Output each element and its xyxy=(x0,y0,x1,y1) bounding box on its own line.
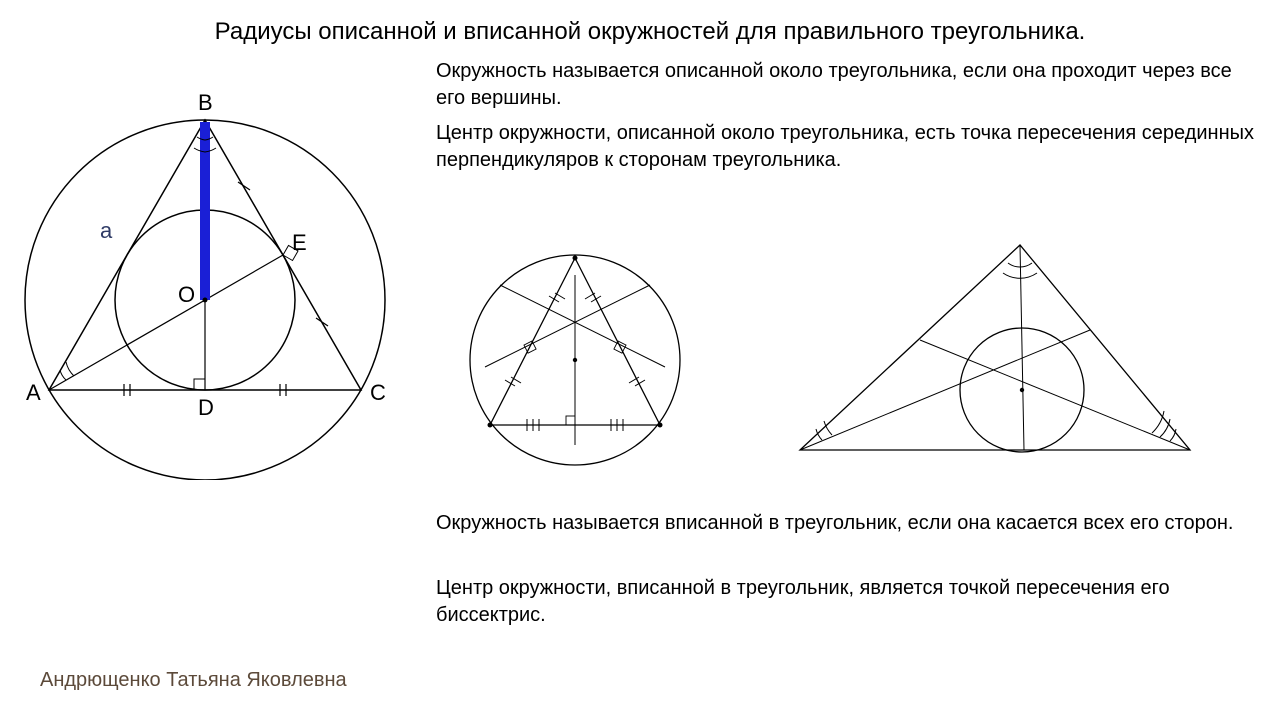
main-diagram: A B C D O E а xyxy=(0,60,420,480)
circumscribed-diagram xyxy=(445,230,705,490)
label-O: O xyxy=(178,282,195,307)
label-D: D xyxy=(198,395,214,420)
paragraph-circumscribed-center: Центр окружности, описанной около треуго… xyxy=(436,120,1256,174)
label-E: E xyxy=(292,230,307,255)
label-C: C xyxy=(370,380,386,405)
author-credit: Андрющенко Татьяна Яковлевна xyxy=(40,669,347,692)
label-B: B xyxy=(198,90,213,115)
paragraph-inscribed-def: Окружность называется вписанной в треуго… xyxy=(436,510,1256,537)
paragraph-inscribed-center: Центр окружности, вписанной в треугольни… xyxy=(436,575,1256,629)
paragraph-circumscribed-def: Окружность называется описанной около тр… xyxy=(436,58,1256,112)
page-title: Радиусы описанной и вписанной окружносте… xyxy=(60,18,1240,46)
inscribed-diagram xyxy=(780,225,1210,475)
label-A: A xyxy=(26,380,41,405)
label-a: а xyxy=(100,218,113,243)
